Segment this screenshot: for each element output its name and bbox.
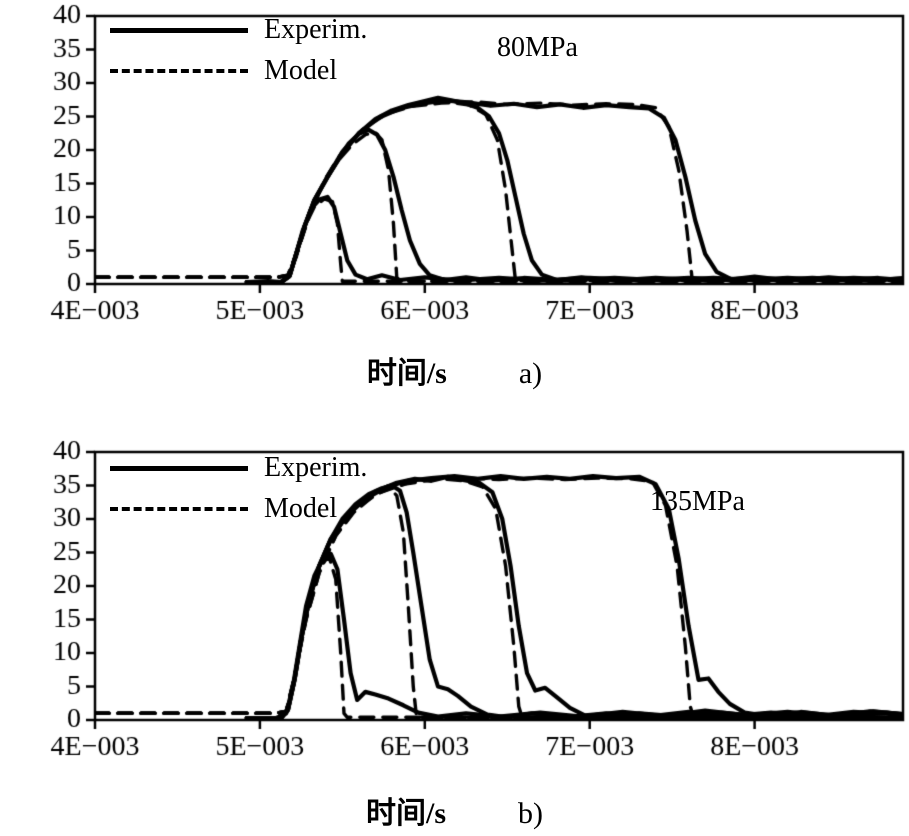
panel-label-a: a): [518, 357, 543, 390]
solid-line-swatch: [110, 27, 248, 33]
legend-item-experim: Experim.: [110, 452, 367, 484]
legend-b: Experim. Model: [110, 452, 367, 525]
legend-a: Experim. Model: [110, 14, 367, 87]
legend-label-experim: Experim.: [264, 14, 368, 45]
x-axis-caption-b: 时间/s b): [0, 788, 909, 832]
pressure-annotation-a: 80MPa: [497, 32, 578, 63]
legend-label-model: Model: [264, 55, 338, 86]
x-axis-label-b: 时间/s: [365, 797, 446, 830]
pressure-annotation-b: 135MPa: [650, 486, 745, 517]
legend-label-model: Model: [264, 493, 338, 524]
x-axis-label-a: 时间/s: [366, 357, 447, 390]
chart-a-plot: [0, 0, 909, 336]
x-axis-caption-a: 时间/s a): [0, 348, 909, 392]
legend-item-experim: Experim.: [110, 14, 367, 46]
legend-item-model: Model: [110, 55, 367, 87]
legend-item-model: Model: [110, 493, 367, 525]
dashed-line-swatch: [110, 507, 248, 511]
legend-label-experim: Experim.: [264, 452, 368, 483]
dashed-line-swatch: [110, 69, 248, 73]
chart-b-plot: [0, 436, 909, 772]
solid-line-swatch: [110, 465, 248, 471]
panel-label-b: b): [518, 797, 543, 830]
